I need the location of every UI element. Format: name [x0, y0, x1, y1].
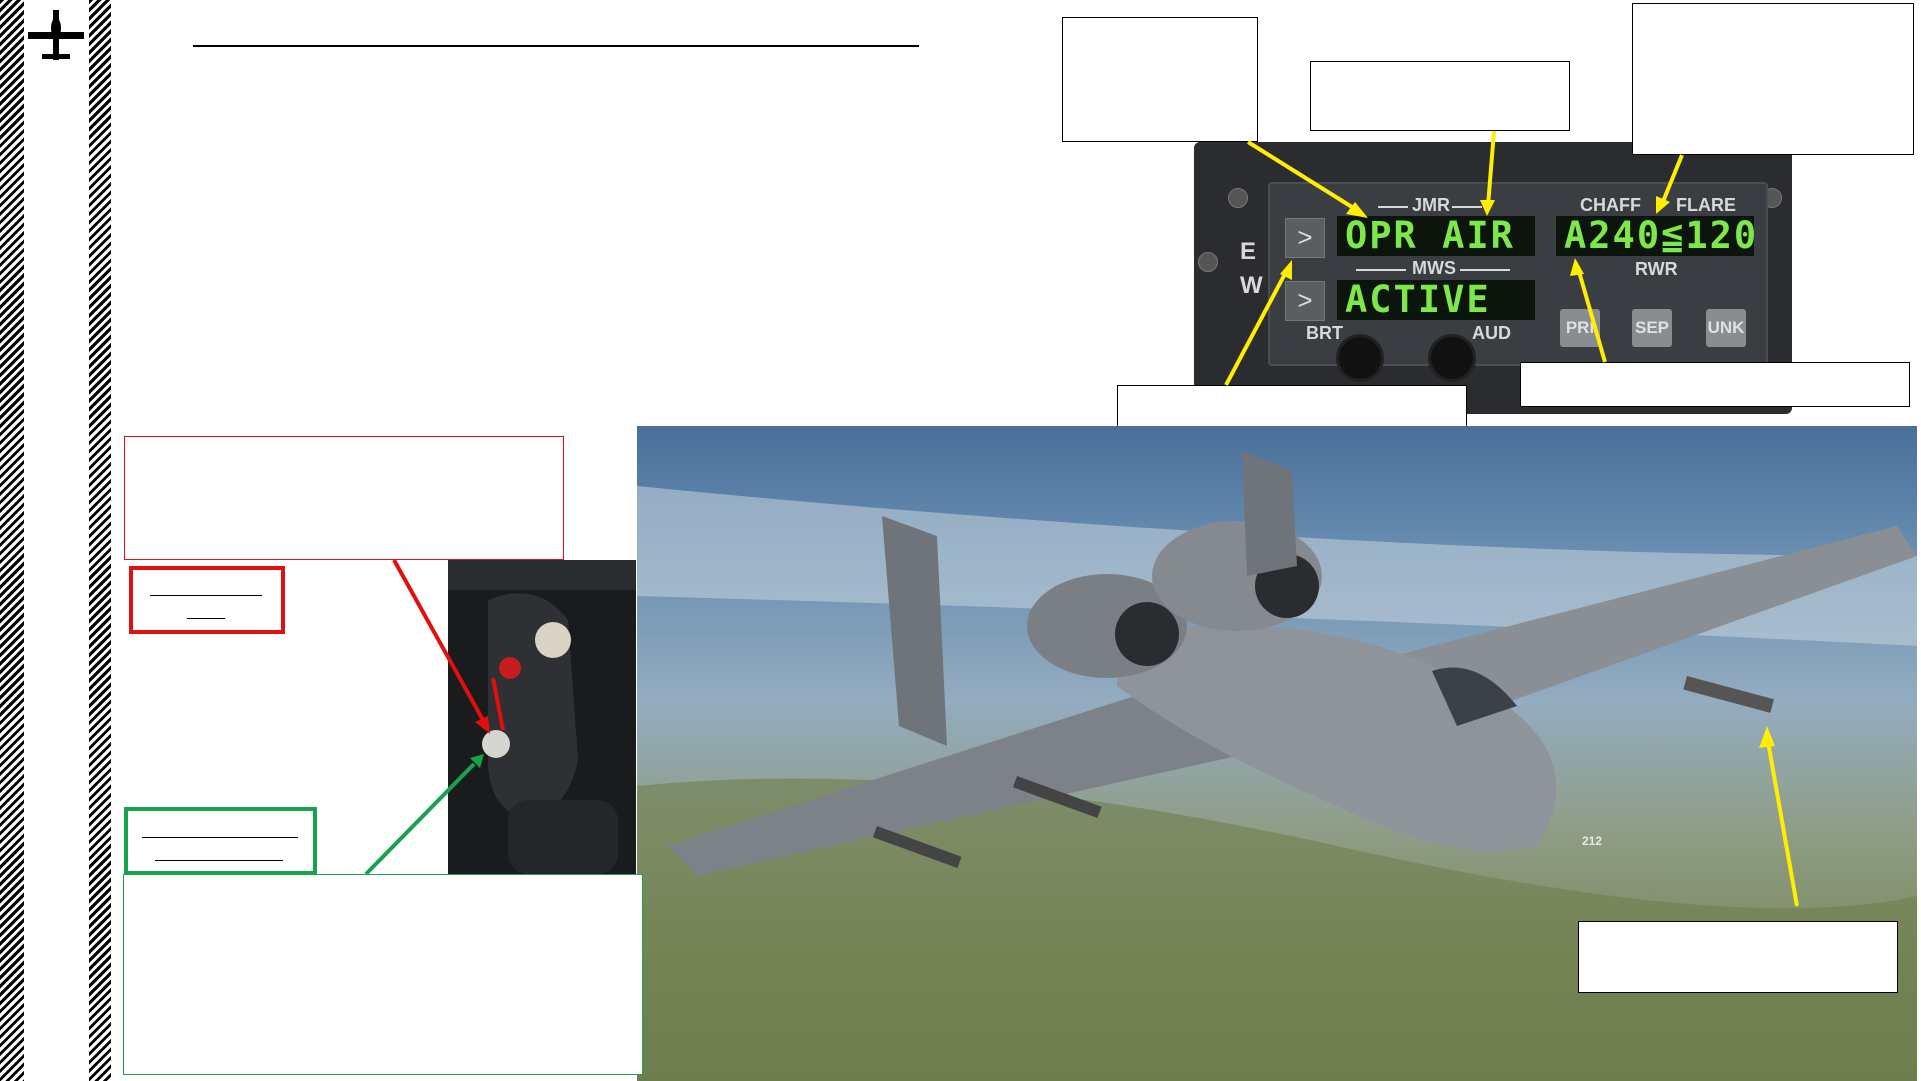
jmr-select-button[interactable]: > [1285, 218, 1325, 258]
green-callout-description [123, 874, 643, 1075]
flare-label: FLARE [1676, 195, 1736, 215]
callout-box-select-button [1117, 385, 1467, 430]
mws-display: ACTIVE [1337, 280, 1535, 320]
tail-number: 212 [1582, 834, 1603, 848]
red-label-line [150, 595, 262, 596]
unk-button[interactable]: UNK [1706, 309, 1746, 347]
red-label-line [187, 618, 225, 619]
label-dash [1460, 269, 1510, 271]
sep-button[interactable]: SEP [1632, 309, 1672, 347]
w-label: W [1240, 272, 1263, 299]
green-callout-label [124, 807, 317, 875]
chaff-label: CHAFF [1580, 195, 1641, 215]
aud-knob[interactable] [1428, 334, 1476, 382]
jmr-display: OPR AIR [1337, 216, 1535, 256]
green-label-line [142, 837, 298, 838]
e-label: E [1240, 238, 1257, 265]
throttle-grip-photo [448, 560, 636, 874]
aircraft-logo-icon [26, 10, 86, 67]
rwr-label: RWR [1635, 259, 1678, 279]
left-hatch-bar [0, 0, 24, 1081]
chaff-flare-counter-display: A240≦120 [1556, 216, 1756, 256]
label-dash [1356, 269, 1406, 271]
callout-box-dispenser [1578, 921, 1898, 993]
title-rule [193, 45, 919, 47]
panel-screw [1228, 188, 1248, 208]
mws-select-button[interactable]: > [1285, 281, 1325, 321]
panel-screw [1198, 252, 1218, 272]
label-dash [1452, 206, 1482, 208]
brt-knob[interactable] [1336, 334, 1384, 382]
brt-label: BRT [1306, 323, 1343, 343]
mws-label: MWS [1412, 258, 1456, 278]
label-dash [1378, 206, 1408, 208]
callout-box-jmr-mode [1062, 17, 1258, 142]
jmr-label: JMR [1412, 195, 1451, 215]
red-callout-description [124, 436, 564, 560]
callout-box-flare-count [1632, 3, 1914, 155]
green-label-line [155, 860, 283, 861]
aud-label: AUD [1472, 323, 1511, 343]
callout-box-chaff-count [1520, 362, 1910, 407]
red-callout-label [129, 566, 285, 634]
a10-aircraft-photo: 212 [637, 426, 1917, 1081]
callout-box-jmr-program [1310, 61, 1570, 131]
right-hatch-bar [89, 0, 111, 1081]
